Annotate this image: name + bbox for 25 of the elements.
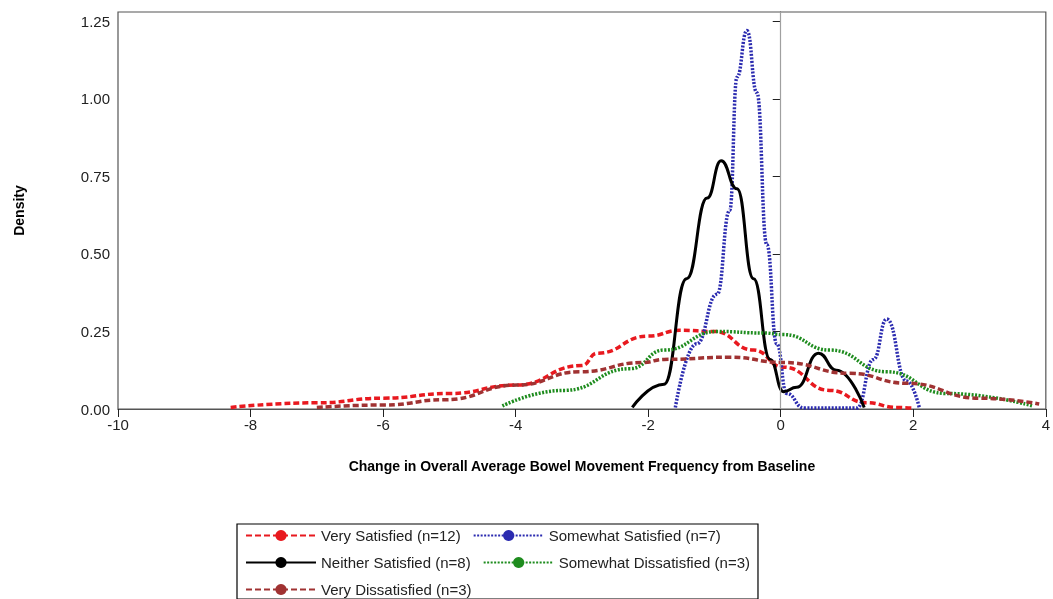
y-tick-label: 1.00 [80, 90, 110, 108]
legend-label: Very Satisfied (n=12) [321, 527, 461, 544]
x-tick-label: 4 [1041, 416, 1050, 433]
x-tick-label: -8 [243, 416, 258, 433]
x-tick-label: -6 [376, 416, 390, 433]
legend-label: Somewhat Dissatisfied (n=3) [558, 554, 750, 571]
x-tick-label: -4 [508, 416, 523, 433]
x-tick-label: 0 [776, 416, 785, 433]
y-tick-label: 0.75 [80, 167, 110, 185]
x-tick-label: 2 [909, 416, 918, 433]
legend-label: Very Dissatisfied (n=3) [321, 581, 472, 598]
line-series [673, 28, 921, 410]
y-tick-label: 1.25 [80, 12, 110, 30]
y-tick-label: 0.50 [80, 245, 110, 263]
legend-label: Neither Satisfied (n=8) [321, 554, 471, 571]
y-axis-title: Density [11, 185, 27, 236]
y-tick-label: 0.00 [80, 400, 110, 418]
x-axis-title: Change in Overall Average Bowel Movement Frequency from Baseline [348, 458, 816, 474]
line-series [315, 355, 1041, 410]
legend-label: Somewhat Satisfied (n=7) [548, 527, 721, 544]
x-tick-label: -2 [641, 416, 655, 433]
x-tick-label: -10 [107, 416, 129, 433]
y-tick-label: 0.25 [80, 322, 110, 340]
line-series [630, 159, 866, 409]
line-series [500, 329, 1035, 408]
